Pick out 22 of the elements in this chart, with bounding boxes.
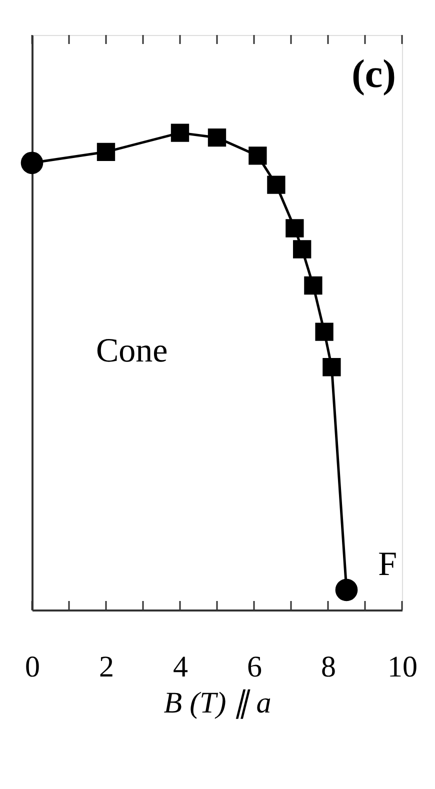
point bbox=[20, 152, 44, 174]
point bbox=[286, 219, 304, 238]
x-tick-label: 6 bbox=[247, 650, 262, 684]
point bbox=[170, 124, 190, 142]
point bbox=[322, 358, 341, 376]
point bbox=[293, 240, 312, 258]
point bbox=[267, 176, 286, 194]
text: (c) bbox=[352, 51, 396, 96]
point bbox=[248, 146, 267, 165]
x-tick-label: 10 bbox=[388, 650, 418, 684]
annotation: Cone bbox=[96, 332, 168, 370]
x-tick-label: 8 bbox=[321, 650, 336, 684]
point bbox=[208, 128, 226, 147]
point bbox=[304, 276, 322, 295]
x-axis-title: B (T) ∥ a bbox=[164, 686, 272, 720]
x-tick-label: 2 bbox=[99, 650, 114, 684]
point bbox=[335, 578, 358, 602]
x-tick-label: 0 bbox=[25, 650, 40, 684]
point bbox=[96, 142, 116, 161]
point bbox=[315, 322, 334, 341]
x-tick-label: 4 bbox=[173, 650, 188, 684]
annotation: F bbox=[378, 546, 397, 583]
